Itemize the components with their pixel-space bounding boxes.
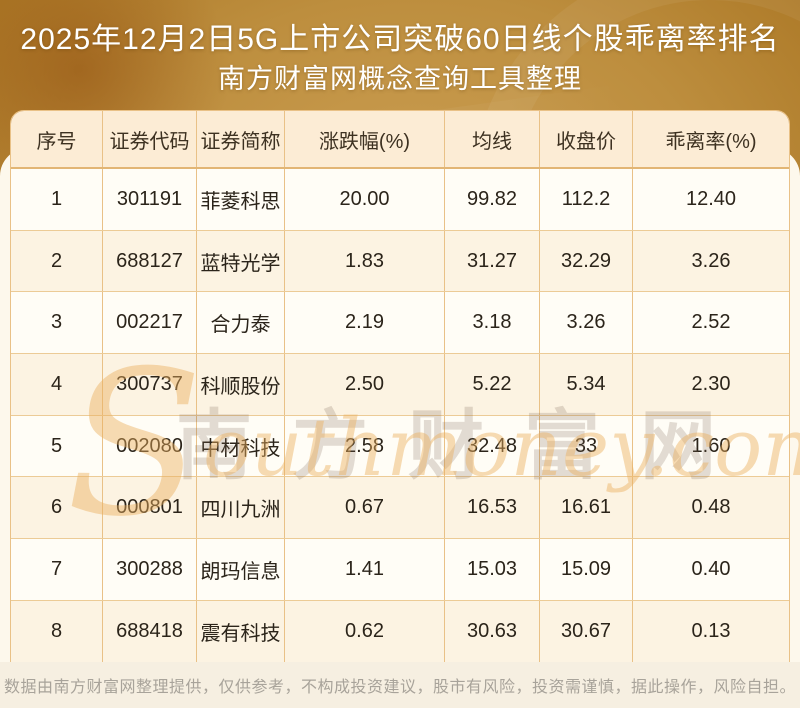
cell-ma: 5.22: [445, 354, 540, 415]
cell-ma: 99.82: [445, 169, 540, 230]
cell-code: 688418: [103, 600, 197, 663]
cell-code: 002217: [103, 292, 197, 354]
table-row: 4 300737 科顺股份 2.50 5.22 5.34 2.30: [11, 354, 789, 416]
disclaimer-text: 数据由南方财富网整理提供，仅供参考，不构成投资建议，股市有风险，投资需谨慎，据此…: [3, 679, 796, 696]
cell-ma: 16.53: [445, 477, 540, 539]
cell-change: 0.67: [285, 477, 445, 539]
table-row: 8 688418 震有科技 0.62 30.63 30.67 0.13: [11, 600, 789, 663]
cell-change: 2.58: [285, 415, 445, 477]
table-row: 2 688127 蓝特光学 1.83 31.27 32.29 3.26: [11, 230, 789, 293]
cell-name: 四川九洲: [197, 477, 285, 539]
table-row: 7 300288 朗玛信息 1.41 15.03 15.09 0.40: [11, 539, 789, 601]
cell-deviation: 1.60: [691, 434, 731, 457]
cell-index: 6: [11, 477, 103, 539]
cell-name: 中材科技: [197, 415, 285, 477]
cell-ma: 30.63: [445, 600, 540, 663]
cell-code: 300288: [103, 539, 197, 600]
column-header-deviation: 乖离率(%): [665, 130, 757, 153]
cell-ma: 15.03: [445, 539, 540, 600]
cell-code: 002080: [103, 415, 197, 477]
cell-deviation: 0.48: [691, 496, 731, 519]
column-header-ma: 均线: [445, 111, 540, 167]
cell-name: 合力泰: [197, 292, 285, 354]
cell-close: 33: [540, 415, 633, 477]
cell-name: 菲菱科思: [197, 169, 285, 230]
table-header-row: 序号 证券代码 证券简称 涨跌幅(%) 均线 收盘价 乖离率(%): [11, 111, 789, 169]
column-header-index: 序号: [11, 111, 103, 167]
table-row: 3 002217 合力泰 2.19 3.18 3.26 2.52: [11, 292, 789, 355]
cell-change: 1.83: [285, 230, 445, 292]
cell-close: 16.61: [540, 477, 633, 539]
page-title: 2025年12月2日5G上市公司突破60日线个股乖离率排名: [20, 23, 780, 56]
stock-table: 序号 证券代码 证券简称 涨跌幅(%) 均线 收盘价 乖离率(%) 1 3011…: [10, 110, 790, 664]
column-header-close: 收盘价: [540, 111, 633, 167]
cell-ma: 32.48: [445, 415, 540, 477]
cell-index: 7: [11, 539, 103, 600]
page-subtitle: 南方财富网概念查询工具整理: [218, 64, 582, 94]
cell-close: 5.34: [540, 354, 633, 415]
cell-name: 震有科技: [197, 600, 285, 663]
title-block: 2025年12月2日5G上市公司突破60日线个股乖离率排名 南方财富网概念查询工…: [0, 20, 800, 98]
cell-index: 1: [11, 169, 103, 230]
cell-close: 3.26: [540, 292, 633, 354]
cell-change: 1.41: [285, 539, 445, 600]
cell-change: 2.50: [285, 354, 445, 415]
cell-deviation: 2.52: [691, 311, 731, 334]
cell-close: 112.2: [540, 169, 633, 230]
cell-name: 科顺股份: [197, 354, 285, 415]
column-header-name: 证券简称: [197, 111, 285, 167]
table-row: 6 000801 四川九洲 0.67 16.53 16.61 0.48: [11, 477, 789, 540]
cell-code: 300737: [103, 354, 197, 415]
table-body: 1 301191 菲菱科思 20.00 99.82 112.2 12.40 2 …: [11, 169, 789, 663]
cell-ma: 31.27: [445, 230, 540, 292]
cell-deviation: 12.40: [685, 187, 737, 210]
table-row: 5 002080 中材科技 2.58 32.48 33 1.60: [11, 415, 789, 478]
cell-close: 32.29: [540, 230, 633, 292]
cell-index: 2: [11, 230, 103, 292]
cell-index: 4: [11, 354, 103, 415]
cell-name: 蓝特光学: [197, 230, 285, 292]
cell-index: 3: [11, 292, 103, 354]
cell-code: 301191: [103, 169, 197, 230]
column-header-code: 证券代码: [103, 111, 197, 167]
cell-index: 8: [11, 600, 103, 663]
cell-code: 000801: [103, 477, 197, 539]
cell-close: 15.09: [540, 539, 633, 600]
footer-bar: 数据由南方财富网整理提供，仅供参考，不构成投资建议，股市有风险，投资需谨慎，据此…: [0, 662, 800, 708]
table-row: 1 301191 菲菱科思 20.00 99.82 112.2 12.40: [11, 169, 789, 231]
cell-index: 5: [11, 415, 103, 477]
cell-deviation: 0.40: [691, 557, 731, 580]
cell-change: 2.19: [285, 292, 445, 354]
cell-deviation: 0.13: [691, 620, 731, 643]
cell-ma: 3.18: [445, 292, 540, 354]
cell-change: 0.62: [285, 600, 445, 663]
cell-change: 20.00: [285, 169, 445, 230]
cell-deviation: 3.26: [691, 249, 731, 272]
cell-close: 30.67: [540, 600, 633, 663]
cell-code: 688127: [103, 230, 197, 292]
cell-name: 朗玛信息: [197, 539, 285, 600]
column-header-change: 涨跌幅(%): [285, 111, 445, 167]
cell-deviation: 2.30: [691, 372, 731, 395]
